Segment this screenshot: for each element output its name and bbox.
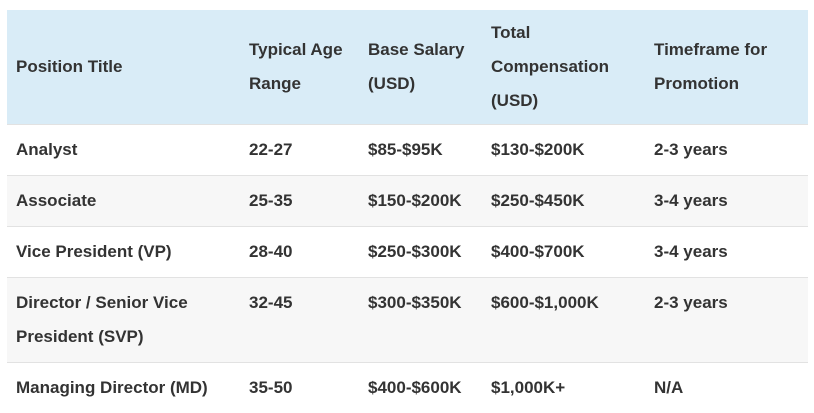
table-row: Analyst 22-27 $85-$95K $130-$200K 2-3 ye… bbox=[7, 124, 808, 176]
cell-total-compensation: $400-$700K bbox=[483, 226, 647, 278]
cell-age-range: 28-40 bbox=[240, 226, 360, 278]
table-header: Position Title Typical Age Range Base Sa… bbox=[7, 10, 808, 125]
compensation-table: Position Title Typical Age Range Base Sa… bbox=[7, 10, 808, 413]
cell-base-salary: $300-$350K bbox=[360, 277, 483, 363]
cell-promotion-timeframe: N/A bbox=[647, 362, 808, 413]
cell-total-compensation: $600-$1,000K bbox=[483, 277, 647, 363]
cell-promotion-timeframe: 2-3 years bbox=[647, 277, 808, 363]
table-row: Managing Director (MD) 35-50 $400-$600K … bbox=[7, 362, 808, 413]
cell-promotion-timeframe: 3-4 years bbox=[647, 226, 808, 278]
cell-position-title: Analyst bbox=[7, 124, 240, 176]
cell-total-compensation: $130-$200K bbox=[483, 124, 647, 176]
compensation-table-container: Position Title Typical Age Range Base Sa… bbox=[7, 10, 808, 413]
cell-age-range: 32-45 bbox=[240, 277, 360, 363]
cell-base-salary: $250-$300K bbox=[360, 226, 483, 278]
cell-total-compensation: $250-$450K bbox=[483, 175, 647, 227]
cell-position-title: Vice President (VP) bbox=[7, 226, 240, 278]
header-promotion-timeframe: Timeframe for Promotion bbox=[654, 40, 768, 93]
header-position-title: Position Title bbox=[16, 57, 123, 76]
cell-position-title: Managing Director (MD) bbox=[7, 362, 240, 413]
cell-position-title: Director / Senior Vice President (SVP) bbox=[7, 277, 240, 363]
cell-base-salary: $150-$200K bbox=[360, 175, 483, 227]
header-typical-age-range: Typical Age Range bbox=[249, 40, 343, 93]
table-row: Vice President (VP) 28-40 $250-$300K $40… bbox=[7, 226, 808, 278]
cell-age-range: 35-50 bbox=[240, 362, 360, 413]
cell-age-range: 22-27 bbox=[240, 124, 360, 176]
table-body: Analyst 22-27 $85-$95K $130-$200K 2-3 ye… bbox=[7, 124, 808, 413]
cell-base-salary: $400-$600K bbox=[360, 362, 483, 413]
cell-position-title: Associate bbox=[7, 175, 240, 227]
cell-total-compensation: $1,000K+ bbox=[483, 362, 647, 413]
header-total-compensation: Total Compensation (USD) bbox=[491, 23, 610, 110]
cell-promotion-timeframe: 3-4 years bbox=[647, 175, 808, 227]
header-base-salary: Base Salary (USD) bbox=[368, 40, 465, 93]
cell-age-range: 25-35 bbox=[240, 175, 360, 227]
cell-promotion-timeframe: 2-3 years bbox=[647, 124, 808, 176]
table-row: Associate 25-35 $150-$200K $250-$450K 3-… bbox=[7, 175, 808, 227]
header-row: Position Title Typical Age Range Base Sa… bbox=[7, 10, 808, 125]
cell-base-salary: $85-$95K bbox=[360, 124, 483, 176]
table-row: Director / Senior Vice President (SVP) 3… bbox=[7, 277, 808, 363]
